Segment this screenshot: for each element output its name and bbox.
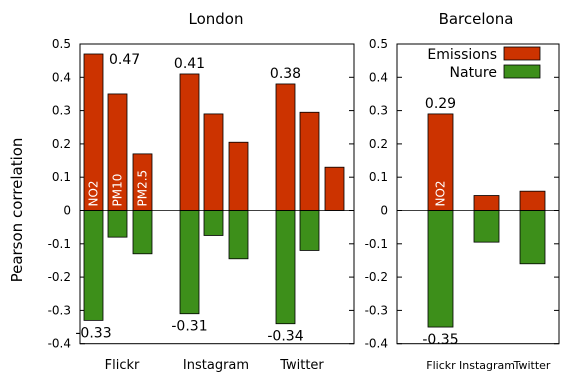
y-tick-label: -0.3 (365, 303, 388, 317)
value-annotation: -0.33 (75, 325, 111, 341)
bar-nature (228, 210, 249, 260)
value-annotation: 0.47 (109, 52, 140, 68)
y-tick-label: 0.2 (369, 137, 388, 151)
bar-emissions (519, 190, 546, 211)
y-tick-label: 0.2 (52, 137, 71, 151)
y-tick-label: 0 (380, 204, 388, 218)
value-annotation: 0.29 (425, 96, 456, 112)
y-tick-label: 0 (63, 204, 71, 218)
bar-nature (132, 210, 153, 255)
legend-label-emissions: Emissions (427, 47, 497, 63)
bar-nature (179, 210, 200, 315)
bar-nature (299, 210, 320, 251)
y-tick-label: -0.3 (48, 303, 71, 317)
bar-nature (427, 210, 454, 328)
y-tick-label: 0.1 (52, 170, 71, 184)
category-label: Instagram (459, 359, 515, 372)
y-tick-label: 0.5 (52, 37, 71, 51)
legend-swatch-emissions (503, 46, 541, 61)
bar-emissions (324, 166, 345, 211)
value-annotation: -0.35 (422, 332, 458, 348)
y-tick-label: -0.4 (48, 337, 71, 351)
panel-title: London (189, 10, 244, 28)
bar-nature (107, 210, 128, 238)
value-annotation: -0.31 (171, 319, 207, 335)
category-label: Twitter (279, 358, 324, 372)
bar-emissions (473, 195, 500, 211)
category-label: Twitter (513, 359, 551, 372)
y-tick-label: -0.1 (48, 237, 71, 251)
y-tick-label: 0.4 (369, 70, 388, 84)
bar-emissions (427, 113, 454, 211)
bar-emissions (299, 111, 320, 211)
pollutant-label: PM10 (111, 174, 125, 207)
panel-frame (79, 43, 355, 345)
pollutant-label: NO2 (434, 180, 448, 206)
y-tick-label: -0.1 (365, 237, 388, 251)
legend-label-nature: Nature (450, 65, 497, 81)
category-label: Instagram (183, 358, 249, 372)
value-annotation: 0.38 (270, 66, 301, 82)
pollutant-label: NO2 (87, 180, 101, 206)
y-tick-label: -0.4 (365, 337, 388, 351)
y-tick-label: -0.2 (365, 270, 388, 284)
bar-nature (203, 210, 224, 236)
y-tick-label: 0.4 (52, 70, 71, 84)
y-tick-label: 0.1 (369, 170, 388, 184)
value-annotation: -0.34 (267, 329, 303, 345)
pollutant-label: PM2.5 (136, 170, 150, 207)
bar-nature (473, 210, 500, 243)
panel-frame (396, 43, 560, 345)
y-tick-label: 0.3 (52, 104, 71, 118)
bar-emissions (275, 83, 296, 211)
bar-nature (519, 210, 546, 265)
bar-emissions (228, 141, 249, 211)
bar-nature (83, 210, 104, 321)
bar-nature (275, 210, 296, 325)
category-label: Flickr (426, 359, 456, 372)
bar-emissions (179, 73, 200, 211)
category-label: Flickr (105, 358, 140, 372)
bar-emissions (203, 113, 224, 211)
panel-title: Barcelona (439, 10, 514, 28)
y-tick-label: -0.2 (48, 270, 71, 284)
y-axis-label: Pearson correlation (8, 138, 26, 283)
value-annotation: 0.41 (174, 56, 205, 72)
y-tick-label: 0.5 (369, 37, 388, 51)
y-tick-label: 0.3 (369, 104, 388, 118)
legend-swatch-nature (503, 64, 541, 79)
